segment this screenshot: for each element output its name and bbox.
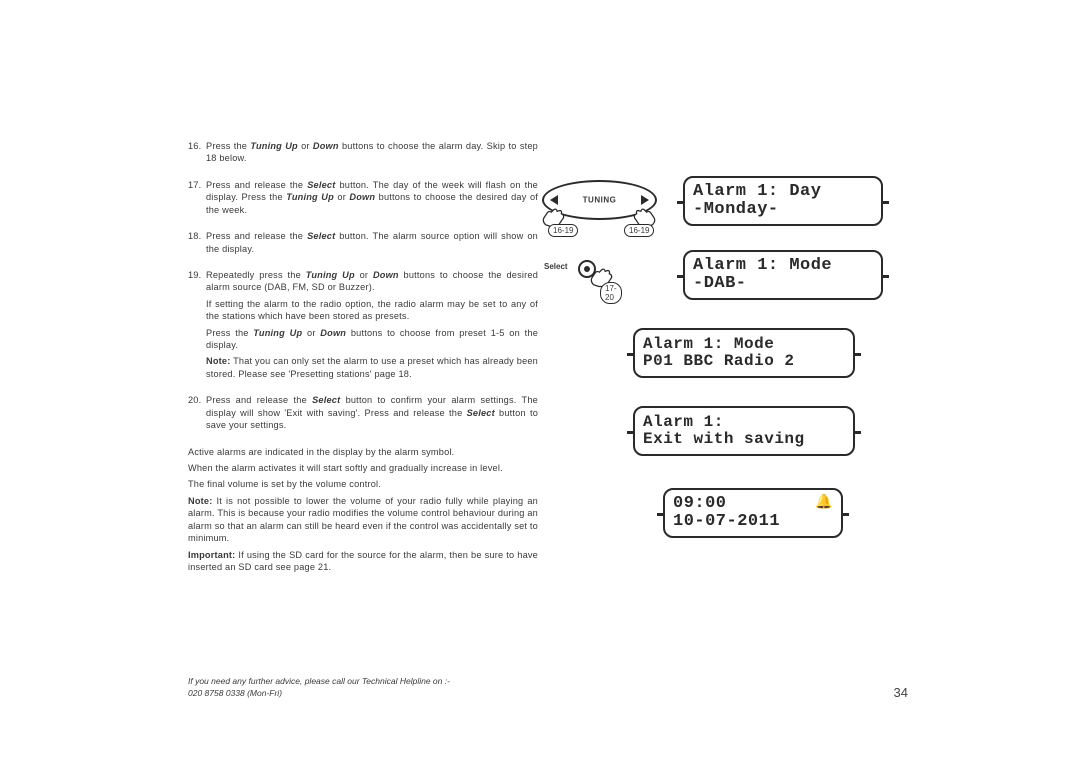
tuning-control: TUNING 16-19 16-19 <box>542 180 657 220</box>
step-16: 16. Press the Tuning Up or Down buttons … <box>188 140 538 169</box>
step-number: 16. <box>188 140 206 169</box>
plain-text: Active alarms are indicated in the displ… <box>188 446 538 458</box>
lcd-line: P01 BBC Radio 2 <box>643 353 845 370</box>
step-ref-bubble: 16-19 <box>548 224 578 237</box>
step-17: 17. Press and release the Select button.… <box>188 179 538 220</box>
step-ref-bubble: 17-20 <box>600 282 622 304</box>
plain-text: The final volume is set by the volume co… <box>188 478 538 490</box>
lcd-display-mode: Alarm 1: Mode -DAB- <box>683 250 883 300</box>
manual-page: 16. Press the Tuning Up or Down buttons … <box>188 140 908 700</box>
tuning-label: TUNING <box>583 196 617 205</box>
step-number: 19. <box>188 269 206 384</box>
footer: If you need any further advice, please c… <box>188 675 538 701</box>
step-body: Press and release the Select button to c… <box>206 394 538 435</box>
bell-icon: 🔔 <box>815 496 833 511</box>
footer-line: 020 8758 0338 (Mon-Fri) <box>188 687 538 700</box>
step-body: Press and release the Select button. The… <box>206 179 538 220</box>
step-ref-bubble: 16-19 <box>624 224 654 237</box>
instruction-column: 16. Press the Tuning Up or Down buttons … <box>188 140 538 581</box>
lcd-display-day: Alarm 1: Day -Monday- <box>683 176 883 226</box>
lcd-line: -DAB- <box>693 275 873 293</box>
note-block: Active alarms are indicated in the displ… <box>188 446 538 574</box>
lcd-display-exit: Alarm 1: Exit with saving <box>633 406 855 456</box>
lcd-line: Alarm 1: Mode <box>693 257 873 275</box>
step-body: Repeatedly press the Tuning Up or Down b… <box>206 269 538 384</box>
page-number: 34 <box>894 685 908 700</box>
step-number: 17. <box>188 179 206 220</box>
step-19: 19. Repeatedly press the Tuning Up or Do… <box>188 269 538 384</box>
step-body: Press and release the Select button. The… <box>206 230 538 259</box>
lcd-line: Alarm 1: Day <box>693 183 873 201</box>
arrow-right-icon <box>641 195 649 205</box>
step-18: 18. Press and release the Select button.… <box>188 230 538 259</box>
lcd-line: Exit with saving <box>643 431 845 448</box>
select-label: Select <box>544 262 568 271</box>
lcd-display-preset: Alarm 1: Mode P01 BBC Radio 2 <box>633 328 855 378</box>
lcd-line: -Monday- <box>693 201 873 219</box>
step-number: 20. <box>188 394 206 435</box>
lcd-display-clock: 09:00 10-07-2011 🔔 <box>663 488 843 538</box>
lcd-line: 09:00 <box>673 495 833 513</box>
step-20: 20. Press and release the Select button … <box>188 394 538 435</box>
select-control: Select 17-20 <box>578 260 596 278</box>
footer-line: If you need any further advice, please c… <box>188 675 538 688</box>
lcd-line: Alarm 1: <box>643 414 845 431</box>
step-body: Press the Tuning Up or Down buttons to c… <box>206 140 538 169</box>
step-number: 18. <box>188 230 206 259</box>
arrow-left-icon <box>550 195 558 205</box>
lcd-line: 10-07-2011 <box>673 513 833 531</box>
lcd-line: Alarm 1: Mode <box>643 336 845 353</box>
plain-text: When the alarm activates it will start s… <box>188 462 538 474</box>
